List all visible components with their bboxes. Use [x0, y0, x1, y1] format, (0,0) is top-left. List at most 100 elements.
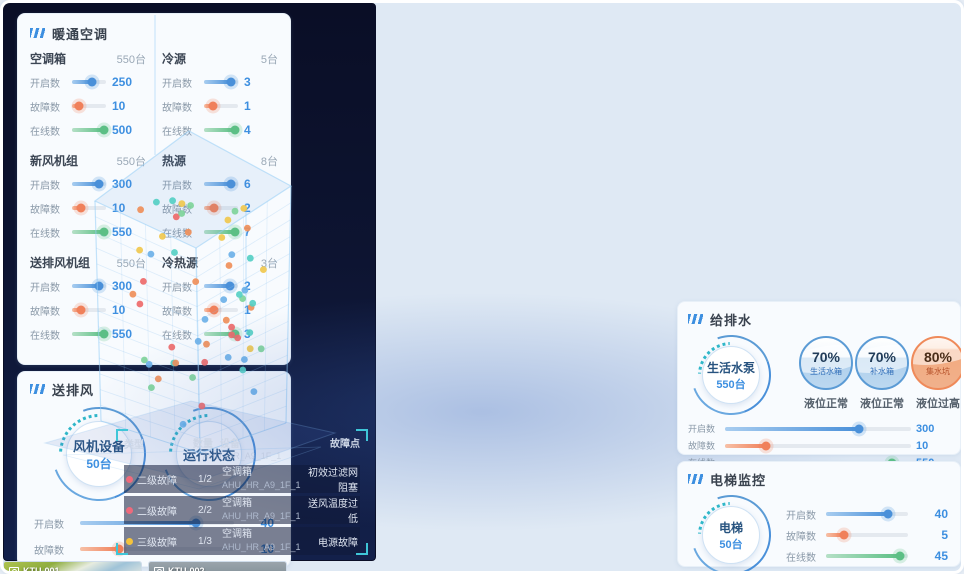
camera-feed[interactable]: KTU-002 地下室机房 15:20:30 [148, 561, 287, 571]
metric-value: 2 [244, 201, 278, 215]
metric-slider[interactable] [72, 203, 106, 213]
tank-row: 70% 生活水箱 液位正常 70% 补水箱 液位正常 80% 集水坑 液位过高 [792, 332, 961, 418]
slider-knob[interactable] [114, 544, 123, 554]
metric-label: 故障数 [30, 204, 60, 216]
fault-table-row[interactable]: 二级故障 1/2 空调箱 AHU_HR_A9_1F_1 初效过滤网阻塞 [124, 465, 360, 494]
slider-fill [826, 533, 845, 537]
metric-slider[interactable] [204, 305, 238, 315]
slider-fill [826, 512, 888, 516]
slider-knob[interactable] [99, 227, 109, 237]
device-id: AHU_HR_A9_1F_1 [222, 480, 301, 490]
gauge-ring [677, 321, 785, 429]
metric-value: 250 [112, 75, 133, 89]
metric-slider[interactable] [72, 125, 109, 135]
water-panel-title: 给排水 [710, 312, 753, 328]
metric-slider[interactable] [826, 551, 908, 561]
metric-label: 开启数 [34, 519, 64, 531]
metric-label: 在线数 [162, 126, 192, 138]
fault-table-row[interactable]: 二级故障 2/2 空调箱 AHU_HR_A9_1F_1 送风温度过低 [124, 496, 360, 525]
slider-knob[interactable] [761, 441, 771, 450]
slider-knob[interactable] [883, 509, 892, 519]
camera-image [149, 562, 286, 571]
metric-slider[interactable] [204, 125, 240, 135]
metric-slider[interactable] [725, 424, 911, 433]
metric-label: 故障数 [162, 201, 198, 216]
metric-slider[interactable] [725, 441, 911, 450]
fault-level-dot [126, 537, 133, 545]
slider-knob[interactable] [226, 179, 236, 189]
metric-row: 故障数 2 [162, 196, 278, 220]
metric-slider[interactable] [204, 281, 238, 291]
slider-fill [826, 554, 900, 558]
metric-row: 在线数 45 [786, 546, 948, 567]
slider-fill [72, 182, 99, 186]
slider-knob[interactable] [225, 281, 234, 291]
fault-table: 类型 数量 设备 故障点 AHU_HR_A9_1F_1 二级故障 1/2 空调箱… [116, 429, 368, 555]
metric-label: 在线数 [162, 330, 192, 342]
metric-slider[interactable] [72, 305, 106, 315]
group-total: 550台 [116, 54, 146, 66]
metric-slider[interactable] [72, 281, 106, 291]
metric-slider[interactable] [72, 179, 106, 189]
metric-label: 在线数 [30, 330, 60, 342]
slider-fill [72, 128, 105, 132]
group-name: 新风机组 [30, 154, 79, 168]
slider-knob[interactable] [74, 101, 84, 111]
slider-fill [80, 547, 119, 551]
metric-slider[interactable] [826, 509, 908, 519]
metric-slider[interactable] [204, 179, 238, 189]
slider-knob[interactable] [839, 530, 849, 540]
col-device: 设备 [220, 439, 240, 450]
slider-knob[interactable] [76, 203, 85, 213]
fault-table-row[interactable]: 三级故障 1/3 空调箱 AHU_HR_A9_1F_1 电源故障 [124, 527, 360, 555]
slider-knob[interactable] [226, 77, 236, 87]
metric-label: 在线数 [162, 225, 198, 240]
slider-knob[interactable] [87, 77, 97, 87]
metric-slider[interactable] [204, 101, 238, 111]
slider-knob[interactable] [208, 101, 217, 111]
metric-row: 开启数 6 [162, 172, 278, 196]
slider-knob[interactable] [94, 281, 104, 291]
slider-knob[interactable] [230, 125, 240, 135]
metric-slider[interactable] [826, 530, 908, 540]
building-3d-view: 类型 数量 设备 故障点 AHU_HR_A9_1F_1 二级故障 1/2 空调箱… [3, 3, 376, 561]
slider-knob[interactable] [211, 570, 221, 571]
metric-row: 开启数 300 [30, 172, 146, 196]
slider-knob[interactable] [76, 305, 85, 315]
group-name: 送排风机组 [30, 256, 91, 270]
metric-slider[interactable] [72, 329, 109, 339]
slider-knob[interactable] [230, 227, 240, 237]
group-total: 8台 [260, 156, 278, 168]
metric-slider[interactable] [204, 77, 238, 87]
bracket-corner-icon [116, 429, 128, 441]
metric-slider[interactable] [204, 329, 240, 339]
metric-slider[interactable] [72, 101, 106, 111]
metric-slider[interactable] [72, 227, 109, 237]
slider-knob[interactable] [209, 305, 219, 315]
hvac-panel-header: 暖通空调 [30, 22, 278, 44]
metric-row: 开启数 40 [786, 504, 948, 525]
hvac-group: 空调箱 550台 开启数 250 故障数 10 在线数 500 [30, 50, 146, 142]
group-name: 冷源 [162, 52, 187, 66]
fan-gauge: 风机设备 50台 [36, 391, 162, 517]
slider-knob[interactable] [94, 179, 104, 189]
slider-knob[interactable] [99, 329, 109, 339]
fault-point: 初效过滤网阻塞 [308, 468, 358, 494]
panel-slashes-icon [688, 314, 703, 324]
slider-knob[interactable] [209, 203, 219, 213]
gauge-sub: 550台 [716, 378, 746, 391]
slider-knob[interactable] [895, 551, 905, 561]
slider-knob[interactable] [230, 329, 240, 339]
metric-slider[interactable] [204, 203, 238, 213]
water-pump-gauge: 生活水泵 550台 [677, 321, 785, 429]
slider-knob[interactable] [854, 424, 864, 433]
group-total: 550台 [116, 156, 146, 168]
metric-row: 故障数 10 [30, 94, 146, 118]
metric-label: 开启数 [688, 424, 716, 434]
slider-knob[interactable] [99, 125, 109, 135]
group-total: 5台 [260, 54, 278, 66]
slider-fill [204, 182, 231, 186]
camera-feed[interactable]: KTU-001 屋顶机房 15:20:30 [3, 561, 142, 571]
metric-slider[interactable] [72, 77, 106, 87]
metric-row: 开启数 250 [30, 70, 146, 94]
